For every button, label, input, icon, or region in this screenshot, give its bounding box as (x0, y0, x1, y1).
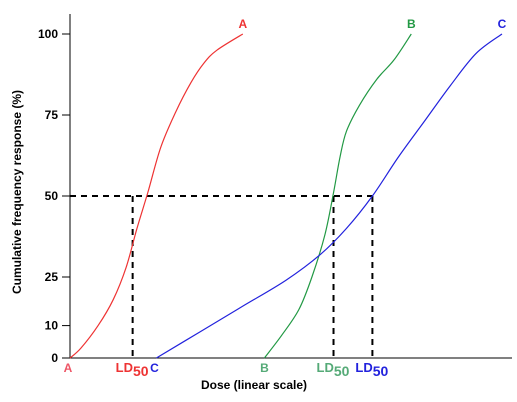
series-line-c (156, 33, 503, 359)
series-line-a (69, 33, 244, 359)
y-axis-title: Cumulative frequency response (%) (10, 90, 24, 294)
ld50-guides (70, 195, 374, 358)
axes (69, 14, 512, 359)
series-line-b (263, 33, 412, 359)
series-start-label: A (64, 361, 73, 375)
y-tick-label: 50 (45, 189, 59, 203)
labels: A C B LD50 LD50 LD50 (64, 360, 389, 379)
series: A B C (69, 17, 507, 359)
ld50-label: LD50 (317, 360, 350, 379)
series-start-label: B (260, 361, 269, 375)
x-axis-title: Dose (linear scale) (201, 378, 307, 392)
series-end-label-b: B (407, 17, 416, 31)
series-start-label: C (150, 361, 159, 375)
series-end-label-c: C (498, 17, 507, 31)
y-tick-label: 10 (45, 319, 59, 333)
y-tick-label: 25 (45, 270, 59, 284)
ld50-label: LD50 (116, 360, 149, 379)
ld50-label: LD50 (355, 360, 388, 379)
y-tick-label: 0 (51, 351, 58, 365)
y-tick-label: 100 (38, 27, 58, 41)
y-tick-label: 75 (45, 108, 59, 122)
y-ticks: 0 10 25 50 75 100 (38, 27, 70, 365)
series-end-label-a: A (238, 17, 247, 31)
